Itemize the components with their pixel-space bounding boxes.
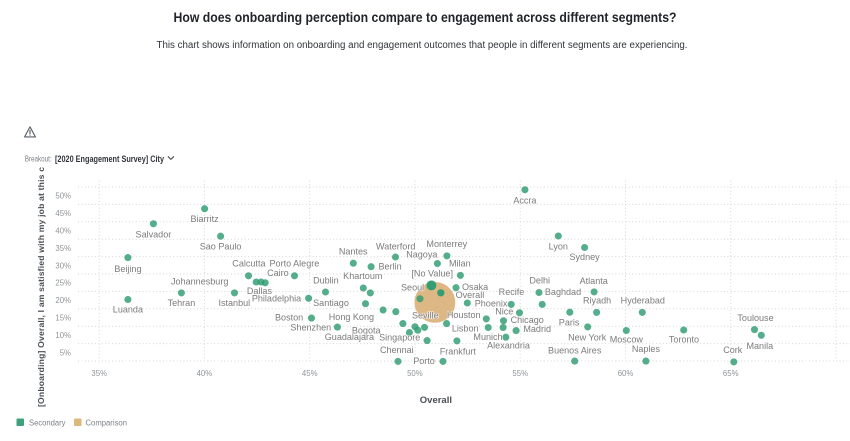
svg-text:Paris: Paris — [559, 318, 580, 328]
svg-text:[Onboarding] Overall, I am sat: [Onboarding] Overall, I am satisfied wit… — [36, 167, 46, 407]
svg-text:65%: 65% — [723, 369, 739, 378]
svg-text:Hyderabad: Hyderabad — [621, 296, 665, 306]
svg-text:Naples: Naples — [632, 344, 661, 354]
svg-text:Bogota: Bogota — [352, 326, 382, 336]
svg-text:55%: 55% — [512, 369, 528, 378]
svg-text:[2020 Engagement Survey] City: [2020 Engagement Survey] City — [55, 154, 164, 164]
svg-text:Guadalajara: Guadalajara — [325, 332, 375, 342]
svg-text:Munich: Munich — [473, 332, 502, 342]
svg-text:20%: 20% — [55, 296, 71, 305]
svg-text:Manila: Manila — [746, 341, 774, 351]
svg-text:Buenos Aires: Buenos Aires — [548, 345, 602, 355]
svg-text:Nantes: Nantes — [339, 246, 368, 256]
svg-text:Houston: Houston — [447, 310, 481, 320]
svg-text:Cairo: Cairo — [267, 268, 289, 278]
svg-text:40%: 40% — [197, 369, 213, 378]
svg-text:Boston: Boston — [275, 313, 303, 323]
svg-text:New York: New York — [568, 333, 607, 343]
svg-text:Toronto: Toronto — [669, 334, 699, 344]
svg-text:Porto Alegre: Porto Alegre — [270, 258, 320, 268]
svg-text:45%: 45% — [302, 369, 318, 378]
svg-text:35%: 35% — [55, 244, 71, 253]
svg-text:5%: 5% — [60, 348, 71, 357]
svg-text:Toulouse: Toulouse — [737, 313, 773, 323]
svg-text:How does onboarding perception: How does onboarding perception compare t… — [174, 10, 677, 25]
svg-text:Overall: Overall — [456, 290, 485, 300]
svg-text:50%: 50% — [407, 369, 423, 378]
svg-text:Breakout:: Breakout: — [25, 155, 52, 164]
svg-text:40%: 40% — [55, 227, 71, 236]
svg-text:Riyadh: Riyadh — [583, 296, 611, 306]
svg-text:Calcutta: Calcutta — [232, 258, 266, 268]
svg-text:Madrid: Madrid — [523, 324, 551, 334]
svg-text:Chennai: Chennai — [380, 345, 414, 355]
svg-text:Waterford: Waterford — [376, 242, 415, 252]
svg-text:Biarritz: Biarritz — [191, 214, 220, 224]
svg-text:Istanbul: Istanbul — [218, 298, 250, 308]
svg-text:Beijing: Beijing — [114, 264, 141, 274]
svg-text:Luanda: Luanda — [113, 305, 144, 315]
svg-text:Johannesburg: Johannesburg — [171, 277, 228, 287]
svg-text:Hong Kong: Hong Kong — [329, 312, 374, 322]
svg-text:Sydney: Sydney — [570, 252, 601, 262]
svg-text:30%: 30% — [55, 261, 71, 270]
svg-text:Lyon: Lyon — [549, 242, 568, 252]
svg-text:Lisbon: Lisbon — [452, 324, 479, 334]
svg-text:Chicago: Chicago — [511, 315, 544, 325]
svg-text:15%: 15% — [55, 314, 71, 323]
svg-text:60%: 60% — [618, 369, 634, 378]
svg-text:Baghdad: Baghdad — [545, 287, 581, 297]
svg-text:Seville: Seville — [412, 311, 439, 321]
svg-text:35%: 35% — [91, 369, 107, 378]
svg-text:Dallas: Dallas — [247, 286, 273, 296]
svg-text:Sao Paulo: Sao Paulo — [200, 241, 242, 251]
svg-text:Atlanta: Atlanta — [580, 276, 609, 286]
svg-text:Nagoya: Nagoya — [406, 250, 438, 260]
svg-text:Moscow: Moscow — [610, 335, 644, 345]
svg-text:Secondary: Secondary — [29, 418, 66, 427]
svg-text:10%: 10% — [55, 331, 71, 340]
svg-text:45%: 45% — [55, 209, 71, 218]
svg-text:25%: 25% — [55, 279, 71, 288]
svg-text:Shenzhen: Shenzhen — [290, 322, 331, 332]
svg-text:Santiago: Santiago — [313, 298, 349, 308]
svg-text:[No Value]: [No Value] — [411, 269, 453, 279]
svg-text:Philadelphia: Philadelphia — [252, 294, 302, 304]
svg-text:Osaka: Osaka — [462, 282, 489, 292]
svg-text:50%: 50% — [55, 192, 71, 201]
svg-text:Nice: Nice — [495, 306, 513, 316]
svg-text:Phoenix: Phoenix — [475, 298, 508, 308]
svg-text:Recife: Recife — [499, 287, 525, 297]
svg-text:Tehran: Tehran — [168, 298, 196, 308]
svg-text:Porto: Porto — [413, 356, 435, 366]
svg-text:Monterrey: Monterrey — [426, 239, 467, 249]
svg-text:Khartoum: Khartoum — [343, 271, 382, 281]
svg-text:Milan: Milan — [449, 259, 471, 269]
svg-text:Cork: Cork — [723, 345, 743, 355]
svg-text:Delhi: Delhi — [529, 276, 550, 286]
svg-text:Salvador: Salvador — [136, 229, 172, 239]
svg-text:This chart shows information o: This chart shows information on onboardi… — [157, 40, 688, 51]
svg-text:Berlin: Berlin — [379, 262, 402, 272]
svg-text:Accra: Accra — [513, 195, 537, 205]
svg-text:Overall: Overall — [420, 395, 452, 406]
svg-text:Comparison: Comparison — [86, 418, 128, 427]
svg-text:Seoul: Seoul — [401, 283, 424, 293]
svg-text:Singapore: Singapore — [379, 333, 420, 343]
svg-text:Dublin: Dublin — [313, 276, 339, 286]
svg-text:Frankfurt: Frankfurt — [440, 346, 477, 356]
svg-text:Alexandria: Alexandria — [487, 341, 531, 351]
